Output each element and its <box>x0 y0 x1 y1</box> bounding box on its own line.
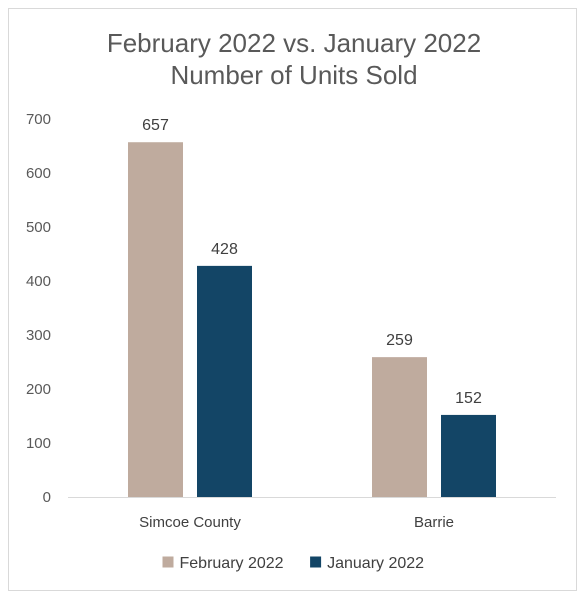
category-label: Simcoe County <box>139 514 241 531</box>
y-tick-label: 100 <box>26 435 51 452</box>
data-label: 657 <box>142 117 169 134</box>
legend-label: January 2022 <box>327 555 424 572</box>
legend-swatch <box>310 556 322 568</box>
y-tick-label: 700 <box>26 111 51 128</box>
y-tick-label: 200 <box>26 381 51 398</box>
y-tick-label: 500 <box>26 219 51 236</box>
chart-subtitle: Number of Units Sold <box>170 60 418 90</box>
y-tick-label: 400 <box>26 273 51 290</box>
bar <box>197 265 252 497</box>
y-tick-label: 300 <box>26 327 51 344</box>
data-label: 259 <box>386 332 413 349</box>
legend-swatch <box>162 556 174 568</box>
bar <box>128 142 183 497</box>
y-tick-label: 0 <box>43 489 51 506</box>
bar <box>441 414 496 497</box>
y-tick-label: 600 <box>26 165 51 182</box>
legend-label: February 2022 <box>180 555 284 572</box>
bar <box>372 357 427 497</box>
data-label: 152 <box>455 390 482 407</box>
data-label: 428 <box>211 241 238 258</box>
category-label: Barrie <box>414 514 454 531</box>
chart-title: February 2022 vs. January 2022 <box>106 28 482 58</box>
